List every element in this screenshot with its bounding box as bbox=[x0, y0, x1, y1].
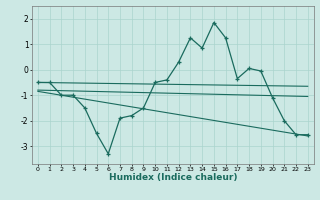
X-axis label: Humidex (Indice chaleur): Humidex (Indice chaleur) bbox=[108, 173, 237, 182]
